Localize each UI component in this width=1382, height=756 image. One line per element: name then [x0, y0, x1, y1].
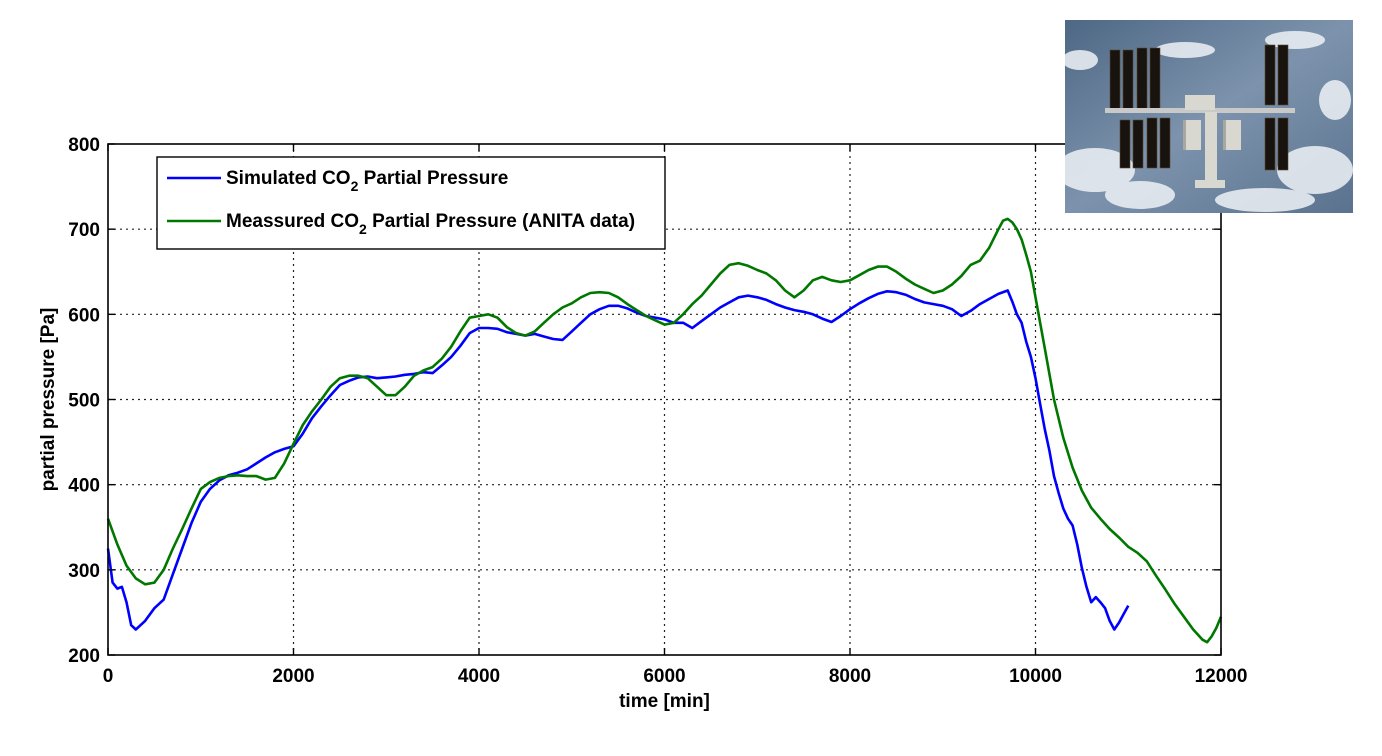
plot-series: [106, 217, 1223, 644]
y-tick-label: 800: [68, 135, 100, 156]
y-tick-label: 200: [68, 646, 100, 667]
x-tick-label: 12000: [1195, 666, 1248, 687]
legend-label-1: Simulated CO2 Partial Pressure: [226, 168, 508, 194]
x-tick-label: 4000: [458, 666, 500, 687]
series-line-1: [106, 289, 1130, 631]
x-tick-label: 2000: [272, 666, 314, 687]
y-axis-title: partial pressure [Pa]: [38, 308, 59, 492]
x-tick-label: 0: [103, 666, 114, 687]
y-tick-label: 500: [68, 391, 100, 412]
series-line-2: [106, 217, 1223, 644]
y-tick-label: 700: [68, 220, 100, 241]
y-tick-label: 300: [68, 561, 100, 582]
x-axis-title: time [min]: [619, 691, 710, 712]
legend-box: [156, 156, 666, 250]
legend-label-2: Meassured CO2 Partial Pressure (ANITA da…: [226, 211, 635, 237]
y-tick-label: 400: [68, 476, 100, 497]
iss-photo: [1065, 20, 1353, 213]
axis-ticks: 0 2000 4000 6000 8000 10000 12000 200 300 400 500 6…: [68, 135, 1247, 687]
x-tick-label: 8000: [829, 666, 871, 687]
x-tick-label: 10000: [1009, 666, 1062, 687]
legend: Simulated CO2 Partial Pressure Meassured …: [156, 156, 666, 250]
y-tick-label: 600: [68, 305, 100, 326]
x-tick-label: 6000: [643, 666, 685, 687]
